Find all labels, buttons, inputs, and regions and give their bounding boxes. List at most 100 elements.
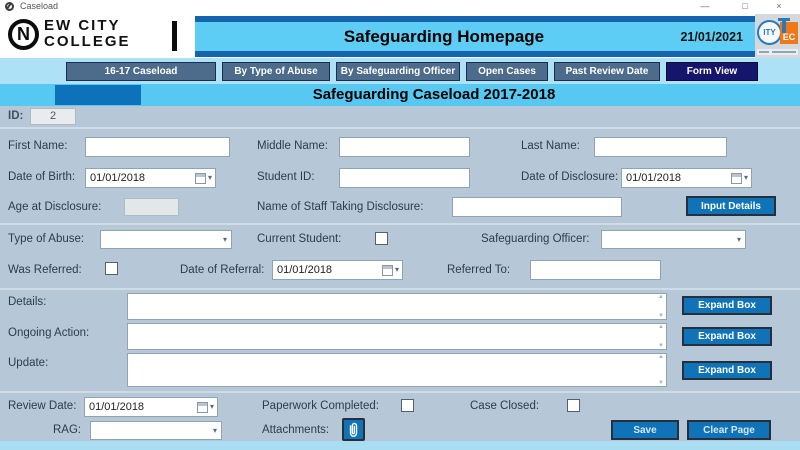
date-of-disclosure-label: Date of Disclosure:: [521, 171, 619, 183]
last-name-input[interactable]: [594, 137, 727, 157]
subheader-accent-rect: [55, 85, 141, 105]
banner: Safeguarding Homepage 21/01/2021: [195, 16, 755, 57]
section-divider: [0, 223, 800, 225]
referred-to-input[interactable]: [530, 260, 661, 280]
case-closed-checkbox[interactable]: [567, 399, 580, 412]
date-of-referral-value: 01/01/2018: [277, 264, 333, 276]
calendar-icon: [381, 264, 393, 276]
ongoing-action-textarea[interactable]: ▲ ▼: [127, 323, 667, 350]
minimize-icon[interactable]: —: [700, 1, 710, 11]
update-label: Update:: [8, 357, 49, 369]
close-icon[interactable]: ×: [776, 1, 782, 11]
chevron-down-icon[interactable]: ▾: [394, 265, 399, 274]
middle-name-label: Middle Name:: [257, 140, 328, 152]
new-city-college-logo-text: EW CITY COLLEGE: [44, 18, 131, 50]
window-titlebar: Caseload — □ ×: [0, 0, 800, 14]
paperwork-completed-label: Paperwork Completed:: [262, 400, 379, 412]
banner-title: Safeguarding Homepage: [343, 26, 545, 46]
date-of-birth-value: 01/01/2018: [90, 172, 146, 184]
chevron-down-icon: ▾: [222, 234, 227, 244]
chevron-down-icon[interactable]: ▾: [743, 173, 748, 182]
first-name-input[interactable]: [85, 137, 230, 157]
scroll-up-icon[interactable]: ▲: [658, 324, 664, 330]
update-textarea[interactable]: ▲ ▼: [127, 353, 667, 387]
rag-dropdown[interactable]: ▾: [90, 421, 222, 440]
middle-name-input[interactable]: [339, 137, 470, 157]
nav-button-by-safeguarding-officer[interactable]: By Safeguarding Officer: [336, 62, 460, 81]
clear-page-button[interactable]: Clear Page: [687, 420, 771, 440]
nav-row: 16-17 Caseload By Type of Abuse By Safeg…: [0, 58, 800, 84]
date-of-birth-input[interactable]: 01/01/2018 ▾: [85, 168, 216, 188]
nav-button-open-cases[interactable]: Open Cases: [466, 62, 548, 81]
nav-button-past-review-date[interactable]: Past Review Date: [554, 62, 660, 81]
date-of-disclosure-input[interactable]: 01/01/2018 ▾: [621, 168, 752, 188]
chevron-down-icon[interactable]: ▾: [207, 173, 212, 182]
window-title: Caseload: [20, 1, 59, 11]
section-divider: [0, 288, 800, 290]
staff-taking-disclosure-input[interactable]: [452, 197, 622, 217]
date-of-referral-input[interactable]: 01/01/2018 ▾: [272, 260, 403, 280]
details-textarea[interactable]: ▲ ▼: [127, 293, 667, 320]
page-title: Safeguarding Caseload 2017-2018: [312, 86, 556, 103]
date-of-referral-label: Date of Referral:: [180, 264, 265, 276]
citytec-caption: [757, 49, 798, 55]
logo-divider-bar: [172, 21, 177, 51]
scroll-down-icon[interactable]: ▼: [658, 313, 664, 319]
was-referred-label: Was Referred:: [8, 264, 82, 276]
chevron-down-icon[interactable]: ▾: [209, 402, 214, 411]
scroll-up-icon[interactable]: ▲: [658, 294, 664, 300]
student-id-input[interactable]: [339, 168, 470, 188]
nav-button-by-type-of-abuse[interactable]: By Type of Abuse: [222, 62, 330, 81]
scroll-up-icon[interactable]: ▲: [658, 354, 664, 360]
app-icon: [5, 2, 14, 11]
scroll-down-icon[interactable]: ▼: [658, 343, 664, 349]
banner-top-strip: [195, 16, 755, 22]
student-id-label: Student ID:: [257, 171, 315, 183]
nav-button-form-view[interactable]: Form View: [666, 62, 758, 81]
calendar-icon: [194, 172, 206, 184]
subheader-band: Safeguarding Caseload 2017-2018: [0, 84, 800, 106]
safeguarding-officer-dropdown[interactable]: ▾: [601, 230, 746, 249]
review-date-input[interactable]: 01/01/2018 ▾: [84, 397, 218, 417]
details-expand-box-button[interactable]: Expand Box: [682, 296, 772, 315]
ongoing-action-label: Ongoing Action:: [8, 327, 90, 339]
type-of-abuse-dropdown[interactable]: ▾: [100, 230, 232, 249]
ongoing-action-expand-box-button[interactable]: Expand Box: [682, 327, 772, 346]
paperclip-icon: [349, 422, 358, 437]
nav-button-16-17-caseload[interactable]: 16-17 Caseload: [66, 62, 216, 81]
calendar-icon: [196, 401, 208, 413]
banner-date: 21/01/2021: [680, 29, 743, 44]
logo-line1: EW CITY: [44, 17, 121, 34]
input-details-button[interactable]: Input Details: [686, 196, 776, 216]
save-button[interactable]: Save: [611, 420, 679, 440]
section-divider: [0, 127, 800, 129]
age-at-disclosure-label: Age at Disclosure:: [8, 201, 102, 213]
date-of-birth-label: Date of Birth:: [8, 171, 76, 183]
safeguarding-officer-label: Safeguarding Officer:: [481, 233, 590, 245]
logo-line2: COLLEGE: [44, 33, 131, 50]
scroll-down-icon[interactable]: ▼: [658, 380, 664, 386]
review-date-value: 01/01/2018: [89, 401, 145, 413]
citytec-t-vertical: [782, 18, 786, 33]
id-field: 2: [30, 108, 76, 125]
date-of-disclosure-value: 01/01/2018: [626, 172, 682, 184]
current-student-checkbox[interactable]: [375, 232, 388, 245]
was-referred-checkbox[interactable]: [105, 262, 118, 275]
maximize-icon[interactable]: □: [742, 1, 748, 11]
last-name-label: Last Name:: [521, 140, 580, 152]
banner-bottom-strip: [195, 51, 755, 57]
paperwork-completed-checkbox[interactable]: [401, 399, 414, 412]
attachments-button[interactable]: [342, 418, 365, 441]
attachments-label: Attachments:: [262, 424, 330, 436]
citytec-logo: ITY EC: [755, 14, 800, 58]
referred-to-label: Referred To:: [447, 264, 511, 276]
chevron-down-icon: ▾: [212, 425, 217, 435]
details-label: Details:: [8, 296, 47, 308]
update-expand-box-button[interactable]: Expand Box: [682, 361, 772, 380]
header-row: N EW CITY COLLEGE Safeguarding Homepage 2…: [0, 14, 800, 58]
review-date-label: Review Date:: [8, 400, 77, 412]
citytec-circle-icon: ITY: [757, 20, 782, 45]
age-at-disclosure-field: [124, 198, 179, 216]
case-closed-label: Case Closed:: [470, 400, 540, 412]
